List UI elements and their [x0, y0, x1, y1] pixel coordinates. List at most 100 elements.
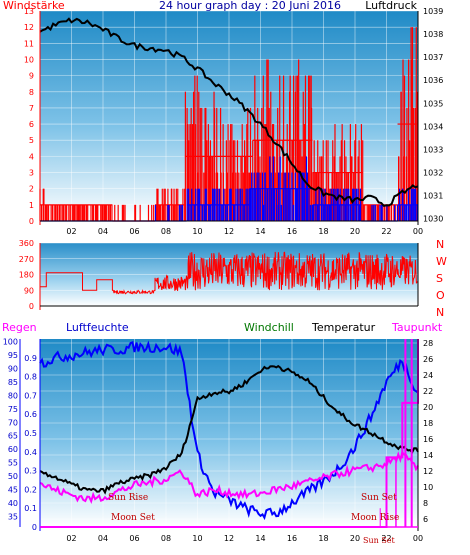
- wind-axes: 0123456789101112131030103110321033103410…: [24, 7, 444, 236]
- climate-x-tick: 08: [161, 534, 171, 543]
- climate-x-tick: 02: [66, 534, 76, 543]
- climate-x-tick: 00: [413, 534, 423, 543]
- humidity-y-tick: 90: [8, 365, 18, 374]
- temp-y-tick: 24: [423, 371, 433, 380]
- rain-y-tick: 0.9: [24, 354, 37, 363]
- climate-x-tick: 14: [255, 534, 265, 543]
- humidity-y-tick: 55: [8, 459, 18, 468]
- humidity-y-tick: 75: [8, 405, 18, 414]
- wind-right-label: Luftdruck: [365, 0, 417, 12]
- humidity-line: [39, 340, 419, 521]
- wind-y-tick: 8: [29, 88, 34, 97]
- sun-rise-label: Sun Rise: [108, 493, 148, 503]
- pressure-y-tick: 1038: [423, 30, 443, 39]
- wind-pressure-chart: 0123456789101112131030103110321033103410…: [3, 0, 444, 236]
- direction-series-line: [40, 251, 419, 295]
- pressure-y-tick: 1032: [423, 169, 443, 178]
- direction-y-tick: 180: [19, 271, 34, 280]
- rain-y-tick: 0.4: [24, 448, 37, 457]
- climate-x-tick: 06: [129, 534, 139, 543]
- climate-x-tick: 20: [350, 534, 360, 543]
- dewpoint-line: [39, 450, 419, 504]
- rain-y-tick: 0.8: [24, 373, 37, 382]
- rain-y-tick: 0.2: [24, 485, 37, 494]
- pressure-y-tick: 1030: [423, 215, 443, 224]
- temp-y-tick: 18: [423, 419, 433, 428]
- pressure-y-tick: 1031: [423, 192, 443, 201]
- wind-y-tick: 3: [29, 169, 34, 178]
- climate-x-tick: 10: [192, 534, 202, 543]
- wind-y-tick: 0: [29, 217, 34, 226]
- temp-y-tick: 6: [423, 515, 428, 524]
- compass-label: N: [436, 238, 444, 251]
- wind-y-tick: 10: [24, 55, 34, 64]
- dewpoint-label: Taupunkt: [391, 321, 443, 334]
- sun-set-label: Sun Set: [361, 493, 397, 503]
- humidity-y-tick: 50: [8, 472, 18, 481]
- astro-annotations: Sun Rise Moon Set Sun Set Moon Rise Sun …: [108, 493, 399, 545]
- climate-x-tick: 16: [287, 534, 297, 543]
- direction-y-tick: 0: [29, 302, 34, 311]
- wind-y-tick: 7: [29, 104, 34, 113]
- wind-grid: [40, 10, 419, 222]
- temperature-label: Temperatur: [311, 321, 376, 334]
- direction-y-tick: 90: [24, 286, 34, 295]
- rain-y-tick: 0.1: [24, 504, 37, 513]
- temp-y-tick: 14: [423, 451, 433, 460]
- humidity-y-tick: 35: [8, 512, 18, 521]
- temp-y-tick: 12: [423, 467, 433, 476]
- temp-y-tick: 26: [423, 355, 433, 364]
- rain-label: Regen: [2, 321, 37, 334]
- pressure-y-tick: 1036: [423, 76, 443, 85]
- climate-x-tick: 12: [224, 534, 234, 543]
- sun-set-x-label: Sun Set: [363, 536, 396, 545]
- wind-y-tick: 12: [24, 23, 34, 32]
- temp-y-tick: 28: [423, 339, 433, 348]
- direction-line: [40, 251, 419, 295]
- wind-y-tick: 11: [24, 39, 34, 48]
- wind-x-tick: 12: [224, 227, 234, 236]
- wind-y-tick: 13: [24, 7, 34, 16]
- temp-y-tick: 16: [423, 435, 433, 444]
- climate-x-tick: 18: [318, 534, 328, 543]
- windchill-label: Windchill: [244, 321, 294, 334]
- moon-rise-label: Moon Rise: [351, 513, 399, 523]
- wind-left-label: Windstärke: [3, 0, 65, 12]
- humidity-y-tick: 45: [8, 485, 18, 494]
- pressure-line: [39, 17, 419, 208]
- humidity-y-tick: 85: [8, 378, 18, 387]
- wind-y-tick: 1: [29, 201, 34, 210]
- wind-x-tick: 02: [66, 227, 76, 236]
- compass-label: W: [436, 255, 447, 268]
- compass-label: N: [436, 306, 444, 319]
- humidity-y-tick: 95: [8, 351, 18, 360]
- climate-x-tick: 22: [381, 534, 391, 543]
- wind-y-tick: 5: [29, 136, 34, 145]
- climate-axes: 3540455055606570758085909510000.10.20.30…: [3, 338, 433, 543]
- rain-y-tick: 0.5: [24, 429, 37, 438]
- wind-y-tick: 2: [29, 185, 34, 194]
- pressure-y-tick: 1039: [423, 7, 443, 16]
- wind-x-tick: 04: [98, 227, 108, 236]
- compass-label: S: [436, 272, 443, 285]
- temperature-line: [39, 364, 419, 495]
- temp-y-tick: 10: [423, 483, 433, 492]
- wind-y-tick: 9: [29, 72, 34, 81]
- direction-y-tick: 270: [19, 255, 34, 264]
- wind-x-tick: 00: [413, 227, 423, 236]
- compass-label: O: [436, 289, 445, 302]
- temp-y-tick: 20: [423, 403, 433, 412]
- rain-y-tick: 0.6: [24, 410, 37, 419]
- humidity-y-tick: 70: [8, 418, 18, 427]
- pressure-y-tick: 1034: [423, 122, 443, 131]
- wind-x-tick: 08: [161, 227, 171, 236]
- pressure-y-tick: 1033: [423, 145, 443, 154]
- temp-y-tick: 8: [423, 499, 428, 508]
- climate-x-tick: 04: [98, 534, 108, 543]
- humidity-y-tick: 65: [8, 432, 18, 441]
- humidity-y-tick: 80: [8, 391, 18, 400]
- rain-y-tick: 0.7: [24, 391, 37, 400]
